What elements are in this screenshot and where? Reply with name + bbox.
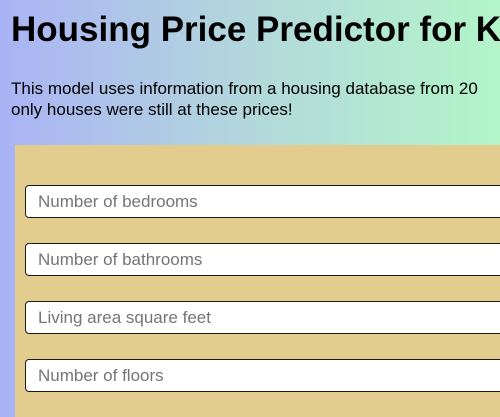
intro-text: This model uses information from a housi… [11,78,478,120]
intro-line-2: only houses were still at these prices! [11,100,293,119]
page-title: Housing Price Predictor for K [11,10,500,49]
prediction-form [15,145,500,417]
bedrooms-input[interactable] [25,185,500,218]
floors-input[interactable] [25,359,500,392]
intro-line-1: This model uses information from a housi… [11,79,478,98]
bathrooms-input[interactable] [25,243,500,276]
living-area-input[interactable] [25,301,500,334]
